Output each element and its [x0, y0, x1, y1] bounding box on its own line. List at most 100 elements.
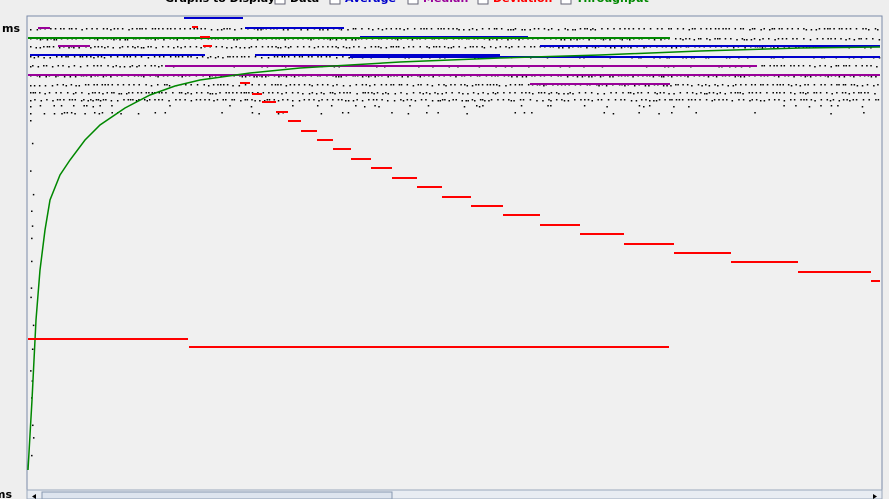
data-point [584, 92, 587, 94]
data-point [219, 84, 222, 86]
data-point [848, 93, 851, 95]
data-point [458, 29, 460, 31]
data-point [96, 84, 98, 86]
data-point [358, 46, 360, 48]
data-point [92, 100, 94, 102]
data-point [233, 39, 235, 41]
data-point [222, 84, 225, 86]
data-point [426, 112, 428, 114]
data-point [38, 76, 41, 78]
data-point [769, 65, 771, 67]
data-point [102, 76, 105, 78]
data-point [433, 46, 435, 48]
legend-title: Graphs to Display [165, 0, 275, 5]
data-point [323, 93, 325, 95]
data-point [402, 100, 405, 102]
data-point [131, 65, 134, 67]
data-point [691, 92, 694, 94]
data-point [663, 92, 665, 94]
data-point [567, 29, 569, 31]
data-point [298, 100, 301, 102]
data-point [280, 84, 282, 86]
data-point [640, 99, 643, 101]
scroll-left[interactable] [32, 494, 36, 499]
data-point [425, 99, 427, 101]
data-point [128, 29, 130, 31]
data-point [845, 65, 847, 67]
data-point [609, 76, 611, 78]
data-point [245, 92, 248, 94]
data-point [761, 65, 763, 67]
data-point [809, 39, 812, 41]
data-point [72, 105, 75, 107]
data-point [83, 99, 85, 101]
data-point [216, 29, 219, 31]
checkbox[interactable] [274, 0, 286, 5]
data-point [332, 85, 334, 87]
data-point [377, 28, 380, 30]
data-point [660, 39, 662, 41]
data-point [374, 105, 376, 107]
checkbox[interactable] [477, 0, 489, 5]
data-point [129, 99, 132, 101]
data-point [766, 84, 769, 86]
data-point [30, 100, 32, 102]
data-point [734, 84, 737, 86]
scroll-thumb[interactable] [41, 491, 393, 499]
data-point [43, 113, 46, 115]
data-point [85, 28, 88, 30]
data-point [110, 76, 112, 78]
data-point [287, 56, 290, 58]
data-point [372, 29, 374, 31]
data-point [289, 84, 292, 86]
data-point [403, 29, 405, 31]
data-point [587, 99, 590, 101]
data-point [872, 38, 874, 40]
data-point [466, 85, 469, 87]
data-point [356, 99, 358, 101]
data-point [803, 99, 805, 101]
data-point [371, 92, 373, 94]
data-point [31, 237, 33, 240]
data-point [233, 99, 236, 101]
data-point [110, 100, 113, 102]
data-point [151, 92, 154, 94]
data-point [349, 85, 351, 87]
checkbox[interactable] [560, 0, 572, 5]
data-point [496, 84, 498, 86]
data-point [169, 28, 172, 30]
checkbox[interactable] [329, 0, 341, 5]
data-point [330, 105, 333, 107]
data-point [853, 92, 855, 94]
data-point [867, 92, 869, 94]
data-point [190, 56, 192, 58]
scrollbar[interactable] [26, 489, 883, 499]
data-point [670, 28, 672, 30]
data-point [158, 92, 161, 94]
data-point [209, 76, 211, 78]
checkbox[interactable] [407, 0, 419, 5]
data-point [190, 100, 193, 102]
data-point [31, 225, 34, 227]
data-point [668, 28, 670, 30]
data-point [434, 92, 436, 94]
data-point [615, 92, 617, 94]
data-point [843, 76, 846, 78]
data-point [794, 93, 796, 95]
data-point [166, 84, 168, 86]
data-point [231, 99, 233, 101]
data-point [180, 92, 183, 94]
data-point [645, 99, 647, 101]
data-point [686, 92, 688, 94]
data-point [73, 56, 76, 58]
data-point [792, 38, 794, 40]
scroll-right[interactable] [873, 494, 877, 499]
data-point [228, 92, 230, 94]
data-point [332, 99, 334, 101]
data-point [643, 47, 645, 49]
data-point [128, 84, 130, 86]
data-point [574, 29, 576, 31]
data-point [439, 100, 442, 102]
data-point [809, 65, 811, 67]
